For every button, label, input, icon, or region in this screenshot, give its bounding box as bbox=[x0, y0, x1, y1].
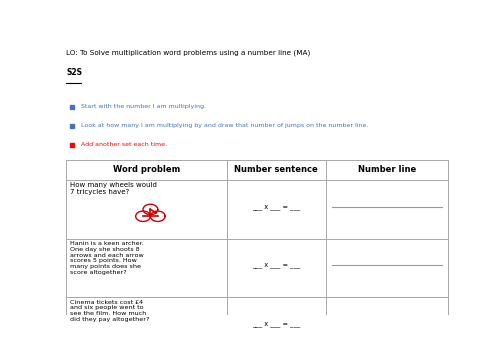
Text: Number sentence: Number sentence bbox=[234, 165, 318, 175]
Text: S2S: S2S bbox=[66, 68, 82, 78]
Text: Word problem: Word problem bbox=[113, 165, 180, 175]
Text: Start with the number I am multiplying.: Start with the number I am multiplying. bbox=[80, 104, 206, 109]
Text: Hanin is a keen archer.
One day she shoots 8
arrows and each arrow
scores 5 poin: Hanin is a keen archer. One day she shoo… bbox=[70, 241, 144, 275]
Text: ___ x ___ = ___: ___ x ___ = ___ bbox=[252, 204, 300, 210]
Text: Number line: Number line bbox=[358, 165, 416, 175]
FancyBboxPatch shape bbox=[134, 328, 168, 339]
Text: LO: To Solve multiplication word problems using a number line (MA): LO: To Solve multiplication word problem… bbox=[66, 49, 310, 56]
Text: ___ x ___ = ___: ___ x ___ = ___ bbox=[252, 321, 300, 327]
Text: ___ x ___ = ___: ___ x ___ = ___ bbox=[252, 262, 300, 268]
Text: Cinema tickets cost £4
and six people went to
see the film. How much
did they pa: Cinema tickets cost £4 and six people we… bbox=[70, 299, 150, 322]
Text: How many wheels would
7 tricycles have?: How many wheels would 7 tricycles have? bbox=[70, 182, 157, 195]
Text: Look at how many I am multiplying by and draw that number of jumps on the number: Look at how many I am multiplying by and… bbox=[80, 123, 368, 128]
Text: Add another set each time.: Add another set each time. bbox=[80, 142, 166, 147]
